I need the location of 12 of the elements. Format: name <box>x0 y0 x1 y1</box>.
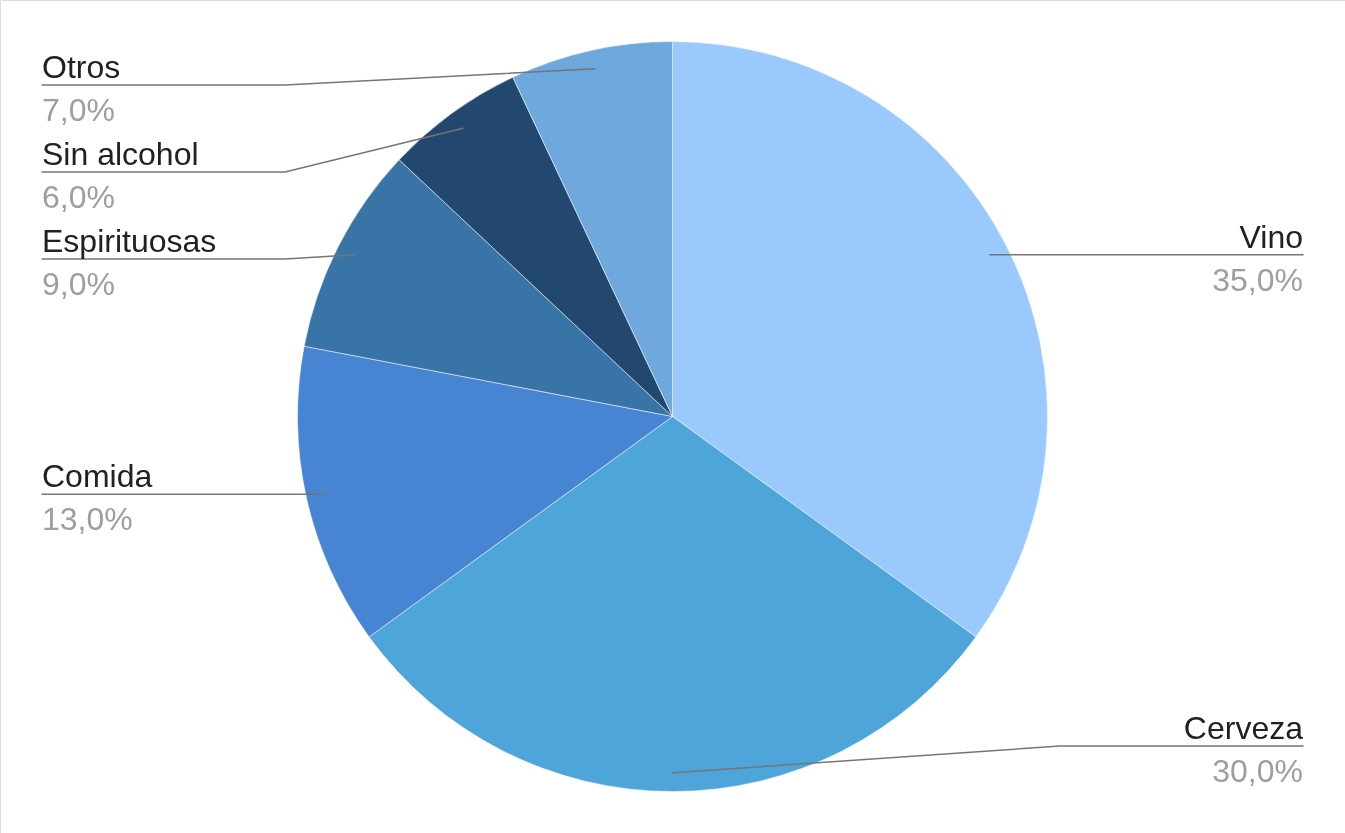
slice-label: Espirituosas <box>42 223 217 259</box>
data-label: 7,0% <box>42 92 115 128</box>
data-label: 13,0% <box>42 501 133 538</box>
slice-label: Cerveza <box>1183 710 1304 746</box>
slice-label: Comida <box>42 458 153 495</box>
data-label: 35,0% <box>1212 261 1303 298</box>
data-label: 30,0% <box>1212 753 1303 789</box>
data-label: 9,0% <box>42 266 115 302</box>
slice-label: Vino <box>1239 218 1303 255</box>
data-label: 6,0% <box>42 179 115 215</box>
slice-label: Sin alcohol <box>42 136 199 172</box>
slice-label: Otros <box>42 49 121 85</box>
